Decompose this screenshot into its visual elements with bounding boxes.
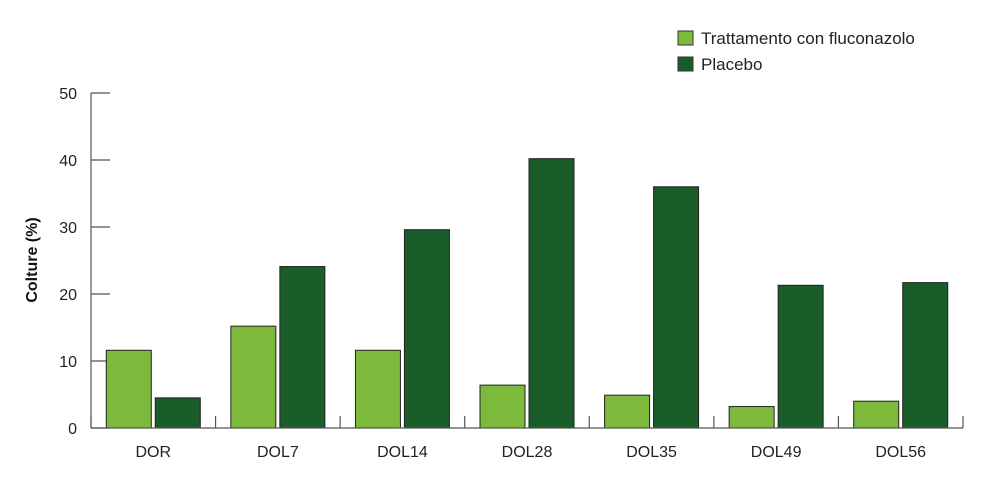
bar-fluconazolo-dol56 [853, 400, 900, 429]
y-tick-label: 0 [68, 421, 77, 438]
bar-fluconazolo-dol14 [354, 349, 401, 429]
legend-swatch-fluconazolo [677, 30, 694, 46]
y-axis-label: Colture (%) [24, 217, 41, 302]
bar-fluconazolo-dol7 [230, 325, 277, 429]
x-tick-label: DOL49 [751, 444, 802, 461]
y-tick-label: 50 [59, 86, 77, 103]
bar-placebo-dol56 [902, 282, 949, 429]
x-tick-label: DOL7 [257, 444, 299, 461]
x-tick-label: DOL35 [626, 444, 677, 461]
legend: Trattamento con fluconazolo Placebo [677, 29, 915, 74]
bar-placebo-dol14 [403, 229, 450, 429]
bar-placebo-dol7 [279, 266, 326, 429]
legend-label-fluconazolo: Trattamento con fluconazolo [701, 29, 915, 48]
legend-label-placebo: Placebo [701, 55, 762, 74]
x-tick-label: DOL14 [377, 444, 428, 461]
y-tick-label: 30 [59, 220, 77, 237]
bar-placebo-dor [154, 397, 201, 429]
bar-placebo-dol28 [528, 158, 575, 429]
bar-placebo-dol35 [653, 186, 700, 429]
x-tick-label: DOL56 [875, 444, 926, 461]
y-tick-label: 40 [59, 153, 77, 170]
y-axis: 0 10 20 30 40 50 [59, 86, 110, 438]
bar-fluconazolo-dol49 [728, 406, 775, 429]
legend-swatch-placebo [677, 56, 694, 72]
x-tick-label: DOL28 [502, 444, 553, 461]
x-tick-label: DOR [136, 444, 172, 461]
x-axis: DOR DOL7 DOL14 DOL28 DOL35 DOL49 DOL56 [90, 416, 964, 461]
y-tick-label: 10 [59, 354, 77, 371]
bar-fluconazolo-dol28 [479, 384, 526, 429]
bars [105, 158, 949, 429]
bar-fluconazolo-dol35 [604, 394, 651, 429]
bar-fluconazolo-dor [105, 349, 152, 429]
y-tick-label: 20 [59, 287, 77, 304]
bar-placebo-dol49 [777, 284, 824, 429]
